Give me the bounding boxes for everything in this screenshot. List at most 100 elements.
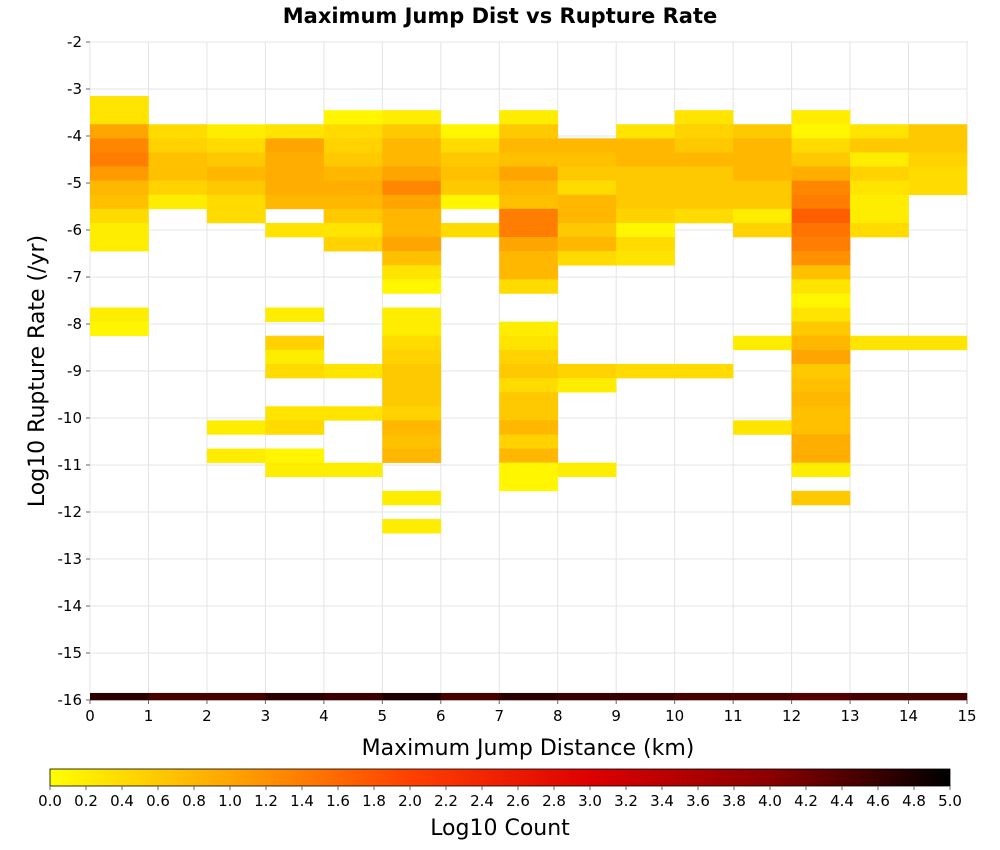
heatmap-cell — [265, 180, 325, 196]
heatmap-cell — [791, 208, 851, 224]
heatmap-cell — [206, 692, 266, 701]
heatmap-cell — [791, 692, 851, 701]
heatmap-cell — [499, 349, 559, 365]
colorbar-tick-label: 0.4 — [110, 792, 134, 810]
heatmap-cell — [382, 166, 442, 181]
x-tick-label: 11 — [724, 707, 743, 725]
heatmap-cell — [499, 237, 559, 252]
heatmap-cell — [382, 321, 442, 337]
heatmap-cell — [616, 251, 675, 266]
heatmap-cell — [908, 138, 968, 153]
colorbar-tick-label: 1.2 — [254, 792, 278, 810]
heatmap-cell — [791, 335, 851, 351]
heatmap-cell — [499, 392, 559, 407]
colorbar-tick-label: 2.8 — [542, 792, 566, 810]
heatmap-cell — [265, 124, 325, 139]
y-tick-label: -15 — [58, 644, 83, 662]
heatmap-cell — [557, 208, 617, 224]
x-tick-label: 2 — [202, 707, 212, 725]
heatmap-cell — [674, 110, 734, 125]
heatmap-cell — [148, 692, 208, 701]
heatmap-cell — [499, 166, 559, 181]
heatmap-cell — [616, 208, 675, 224]
heatmap-cell — [206, 420, 266, 435]
heatmap-cell — [499, 110, 559, 125]
heatmap-cell — [557, 138, 617, 153]
heatmap-cell — [674, 194, 734, 210]
heatmap-cell — [206, 194, 266, 210]
heatmap-cell — [499, 420, 559, 435]
x-tick-label: 15 — [957, 707, 976, 725]
colorbar-tick-label: 1.4 — [290, 792, 314, 810]
heatmap-cell — [850, 180, 909, 196]
heatmap-cell — [440, 152, 500, 167]
y-tick-label: -6 — [67, 221, 82, 239]
heatmap-cell — [499, 265, 559, 280]
heatmap-cell — [850, 335, 909, 351]
heatmap-cell — [206, 166, 266, 181]
colorbar-tick-label: 2.6 — [506, 792, 530, 810]
heatmap-cell — [499, 180, 559, 196]
heatmap-cell — [90, 692, 149, 701]
heatmap-cell — [148, 152, 208, 167]
heatmap-cell — [791, 251, 851, 266]
heatmap-cell — [733, 692, 792, 701]
heatmap-cell — [206, 138, 266, 153]
heatmap-cell — [733, 222, 792, 238]
heatmap-cell — [791, 420, 851, 435]
heatmap-cell — [265, 406, 325, 421]
heatmap-cell — [323, 152, 383, 167]
heatmap-cell — [557, 237, 617, 252]
heatmap-cell — [382, 307, 442, 322]
heatmap-cell — [791, 462, 851, 478]
heatmap-cell — [616, 166, 675, 181]
heatmap-cell — [557, 222, 617, 238]
heatmap-cell — [791, 110, 851, 125]
heatmap-cell — [674, 124, 734, 139]
heatmap-cell — [440, 222, 500, 238]
heatmap-cell — [382, 265, 442, 280]
chart-title: Maximum Jump Dist vs Rupture Rate — [283, 4, 717, 28]
heatmap-cell — [265, 222, 325, 238]
heatmap-cell — [499, 124, 559, 139]
x-tick-label: 10 — [665, 707, 684, 725]
heatmap-cell — [382, 138, 442, 153]
heatmap-cell — [265, 152, 325, 167]
heatmap-cell — [616, 363, 675, 379]
heatmap-cell — [616, 194, 675, 210]
heatmap-cell — [791, 194, 851, 210]
heatmap-cell — [499, 692, 559, 701]
heatmap-cell — [90, 152, 149, 167]
heatmap-cell — [499, 251, 559, 266]
heatmap-cell — [733, 420, 792, 435]
colorbar-tick-label: 0.6 — [146, 792, 170, 810]
heatmap-cell — [674, 180, 734, 196]
heatmap-cell — [733, 152, 792, 167]
heatmap-cell — [382, 251, 442, 266]
heatmap-cell — [323, 363, 383, 379]
heatmap-cell — [616, 152, 675, 167]
heatmap-cell — [499, 363, 559, 379]
heatmap-cell — [791, 237, 851, 252]
heatmap-cell — [499, 434, 559, 449]
heatmap-cell — [265, 138, 325, 153]
heatmap-cell — [265, 335, 325, 351]
colorbar-tick-label: 4.0 — [758, 792, 782, 810]
y-tick-label: -14 — [58, 597, 83, 615]
heatmap-cell — [382, 378, 442, 393]
heatmap-cell — [323, 208, 383, 224]
heatmap-cell — [382, 434, 442, 449]
heatmap-cell — [382, 448, 442, 463]
heatmap-cell — [791, 448, 851, 463]
heatmap-cell — [206, 124, 266, 139]
heatmap-cell — [440, 124, 500, 139]
colorbar-tick-label: 4.2 — [794, 792, 818, 810]
heatmap-cell — [382, 110, 442, 125]
heatmap-cell — [499, 335, 559, 351]
heatmap-cell — [791, 279, 851, 294]
heatmap-cell — [850, 152, 909, 167]
heatmap-cell — [499, 279, 559, 294]
heatmap-cell — [557, 152, 617, 167]
heatmap-cell — [499, 222, 559, 238]
heatmap-cell — [148, 194, 208, 210]
